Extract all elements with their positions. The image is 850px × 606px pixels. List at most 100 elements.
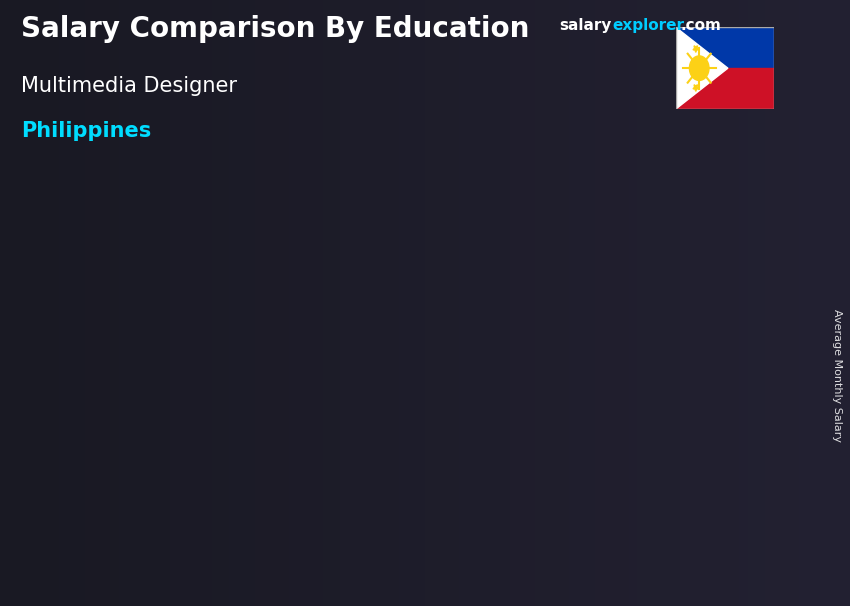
Bar [634,467,700,470]
Bar [282,554,348,556]
Bar [458,494,524,496]
Bar [458,404,524,405]
Bar [634,445,700,447]
Bar [106,532,173,533]
Bar [634,518,700,521]
Bar [458,505,524,507]
Bar [458,458,524,460]
Bar [634,484,700,487]
Bar [106,518,173,519]
Text: Multimedia Designer: Multimedia Designer [21,76,237,96]
Bar [458,421,524,423]
Bar [458,430,524,431]
Polygon shape [693,85,699,92]
Bar [458,408,524,410]
Bar [106,498,173,499]
Bar [106,468,173,470]
Bar [282,534,348,535]
Bar [282,483,348,484]
Bar [634,510,700,513]
Bar [458,492,524,494]
Bar [106,471,173,472]
Bar [282,477,348,478]
Bar [282,551,348,553]
Bar [282,465,348,467]
Bar [106,463,173,464]
Bar [106,539,173,541]
Bar [634,459,700,462]
Bar [282,540,348,541]
Bar [458,393,524,395]
Circle shape [689,56,709,81]
Bar [282,462,348,464]
Polygon shape [676,27,728,109]
Bar [106,467,173,468]
Bar [458,516,524,518]
Bar [458,522,524,525]
Bar [106,477,173,479]
Bar [106,551,173,552]
Bar [282,448,348,450]
Bar [106,481,173,482]
Bar [634,359,700,362]
Bar [458,473,524,475]
Bar [634,339,700,342]
Bar [106,547,173,548]
Text: explorer: explorer [612,18,684,33]
Bar [634,561,700,564]
Bar [106,507,173,508]
Bar [458,440,524,442]
Bar [458,447,524,449]
Bar [458,399,524,401]
Bar [634,348,700,351]
Bar [282,542,348,544]
Bar [458,410,524,412]
Bar [634,391,700,393]
Bar [282,518,348,519]
Bar [282,461,348,462]
Polygon shape [173,448,189,564]
Bar [106,480,173,481]
Bar [106,490,173,491]
Bar [282,520,348,522]
Bar [106,541,173,542]
Bar [106,562,173,564]
Bar [458,401,524,404]
Bar [282,501,348,502]
Bar [106,500,173,501]
Bar [634,399,700,402]
Bar [106,486,173,487]
Bar [282,511,348,513]
Bar [106,530,173,532]
Bar [282,538,348,540]
Text: 21,400 PHP: 21,400 PHP [241,416,326,428]
Bar [458,507,524,510]
Bar [634,351,700,354]
Polygon shape [700,323,717,564]
Bar [634,376,700,379]
Bar [282,513,348,514]
Text: salary: salary [559,18,612,33]
Bar [458,438,524,440]
Bar [458,427,524,430]
Bar [634,555,700,558]
Text: +45%: +45% [371,328,435,347]
Text: 40,600 PHP: 40,600 PHP [592,308,679,321]
Bar [458,485,524,488]
Bar [282,470,348,471]
Bar [106,522,173,523]
Bar [634,453,700,456]
Bar [634,473,700,476]
Bar [458,490,524,492]
Bar [106,523,173,524]
Bar [634,513,700,515]
Bar [106,554,173,556]
Bar [458,397,524,399]
Bar [458,477,524,479]
Bar [458,405,524,408]
Bar [634,402,700,405]
Bar [282,495,348,496]
Text: 31,000 PHP: 31,000 PHP [416,362,503,375]
Bar [634,422,700,425]
Bar [282,451,348,453]
